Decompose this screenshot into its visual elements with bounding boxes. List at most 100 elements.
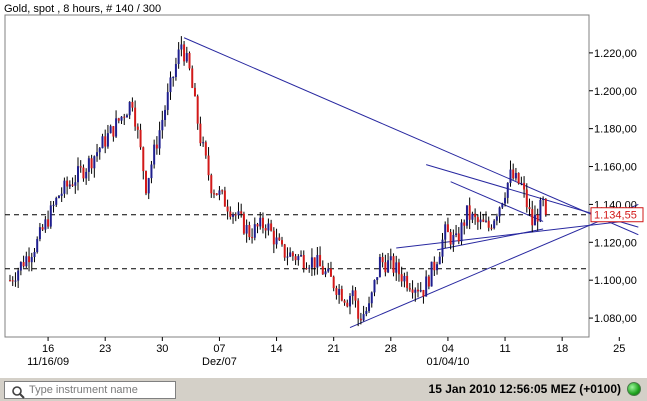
candle-body (36, 239, 39, 252)
y-tick-label: 1.080,00 (594, 313, 637, 325)
candle-body (449, 232, 452, 245)
x-tick-label: 21 (328, 343, 340, 355)
candle-body (384, 262, 387, 273)
trendline-4[interactable] (450, 181, 544, 222)
candle-body (57, 195, 60, 198)
candle-body (139, 129, 142, 148)
candle-body (215, 193, 218, 195)
candle-body (106, 133, 109, 147)
candle-body (520, 182, 523, 184)
candle-body (321, 266, 324, 275)
candle-body (101, 136, 104, 149)
candle-body (174, 64, 177, 78)
trendline-5[interactable] (436, 228, 544, 251)
candle-body (117, 118, 120, 121)
candle-body (542, 198, 545, 200)
candle-body (349, 296, 351, 307)
x-tick-label: 18 (556, 343, 568, 355)
candle-body (403, 275, 406, 282)
candle-body (411, 289, 414, 293)
candle-body (498, 207, 501, 217)
candle-body (261, 217, 264, 229)
candle-body (147, 178, 150, 194)
candle-body (41, 227, 44, 230)
candle-body (245, 225, 248, 234)
candle-body (368, 303, 371, 312)
candle-body (202, 142, 205, 144)
candle-body (19, 262, 22, 271)
candle-body (343, 300, 346, 303)
candle-body (270, 223, 273, 231)
candle-body (517, 172, 520, 184)
candle-body (145, 171, 147, 194)
x-tick-label: 25 (613, 343, 625, 355)
candle-body (479, 219, 482, 223)
candle-body (392, 256, 395, 273)
candle-body (25, 256, 28, 267)
candle-body (71, 184, 74, 186)
candle-body (93, 156, 96, 169)
x-tick-sublabel: 01/04/10 (427, 356, 470, 368)
candle-body (123, 116, 126, 118)
trendline-0[interactable] (183, 37, 639, 236)
connection-ok-icon[interactable] (627, 382, 641, 396)
candle-body (259, 217, 262, 227)
candle-body (289, 252, 292, 257)
candle-body (438, 256, 441, 265)
candle-body (308, 267, 311, 269)
status-bar: 15 Jan 2010 12:56:05 MEZ (+0100) (0, 377, 647, 401)
candle-body (419, 290, 422, 292)
x-tick-label: 30 (156, 343, 168, 355)
candle-body (74, 182, 77, 186)
candle-body (408, 287, 411, 290)
candle-body (332, 276, 335, 289)
candle-body (226, 206, 229, 212)
candle-body (264, 228, 267, 231)
candle-body (354, 290, 357, 301)
x-tick-label: 23 (99, 343, 111, 355)
candle-body (180, 44, 183, 50)
candle-body (131, 101, 134, 108)
candle-body (283, 244, 286, 258)
candle-body (30, 257, 33, 263)
candle-body (441, 239, 444, 257)
candle-body (539, 199, 542, 222)
candle-body (153, 144, 156, 165)
magnifier-icon[interactable] (11, 385, 27, 401)
candle-body (482, 219, 485, 222)
candle-body (28, 256, 31, 263)
candle-body (291, 252, 294, 257)
candle-body (150, 164, 153, 179)
candle-body (193, 87, 196, 97)
candle-body (485, 220, 487, 222)
candle-body (286, 256, 289, 258)
candle-body (77, 166, 79, 183)
candle-body (406, 275, 409, 288)
candle-body (112, 126, 115, 137)
candle-body (199, 123, 202, 144)
instrument-search[interactable] (4, 381, 179, 401)
candle-body (319, 255, 322, 267)
candle-body (465, 205, 468, 226)
candle-body (9, 280, 11, 282)
candle-body (68, 184, 71, 187)
candle-body (66, 180, 69, 187)
candle-body (414, 289, 417, 293)
candle-body (232, 214, 235, 217)
candle-body (504, 197, 507, 204)
candle-body (387, 260, 390, 273)
candle-body (455, 233, 458, 236)
candle-body (96, 152, 99, 157)
candle-body (185, 53, 188, 62)
candle-body (476, 217, 479, 223)
candle-body (395, 262, 398, 273)
candle-body (536, 214, 539, 222)
x-tick-label: 16 (42, 343, 54, 355)
candle-body (531, 209, 534, 226)
candle-body (444, 224, 447, 240)
candle-body (188, 53, 191, 69)
candle-body (300, 255, 303, 257)
price-chart[interactable]: Gold, spot , 8 hours, # 140 / 300 1.080,… (0, 0, 647, 377)
candle-body (329, 268, 332, 277)
instrument-search-input[interactable] (27, 382, 179, 398)
